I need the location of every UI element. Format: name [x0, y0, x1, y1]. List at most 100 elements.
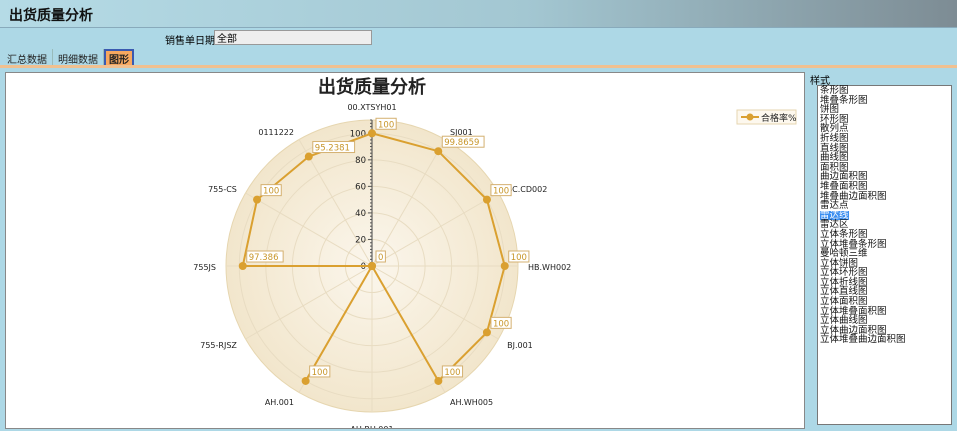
data-label: 100 — [260, 184, 282, 197]
style-option[interactable]: 雷达线 — [820, 209, 849, 221]
data-label: 100 — [375, 117, 397, 130]
style-option[interactable]: 面积图 — [820, 161, 849, 173]
style-option[interactable]: 立体饼图 — [820, 257, 859, 269]
data-label-text: 100 — [378, 120, 394, 130]
filter-row: 销售单日期 — [0, 30, 957, 48]
data-label-text: 100 — [444, 368, 460, 378]
radar-spoke — [245, 192, 373, 267]
style-option[interactable]: 堆叠曲边面积图 — [820, 190, 887, 202]
style-option[interactable]: 堆叠条形图 — [820, 94, 868, 106]
style-option[interactable]: 立体折线图 — [820, 276, 868, 288]
data-point — [304, 152, 313, 161]
style-option[interactable]: 立体堆叠曲边面积图 — [820, 334, 906, 346]
data-label: 95.2381 — [312, 141, 356, 154]
tab-detail[interactable]: 明细数据 — [53, 49, 104, 66]
legend-marker — [746, 113, 754, 121]
category-label: 755-RJSZ — [200, 341, 237, 350]
data-point — [238, 262, 247, 270]
category-label: BJ.001 — [507, 341, 533, 350]
data-point — [301, 376, 310, 385]
style-option[interactable]: 环形图 — [820, 113, 849, 125]
axis-tick-label: 100 — [350, 129, 366, 139]
category-label: 00.XTSYH01 — [347, 103, 396, 112]
data-label: 100 — [490, 316, 512, 329]
style-option[interactable]: 折线图 — [820, 132, 849, 144]
data-label: 99.8659 — [441, 135, 485, 148]
data-label-text: 100 — [511, 253, 527, 263]
date-filter-input[interactable] — [214, 30, 372, 45]
style-list[interactable]: 条形图 堆叠条形图 饼图 环形图 散列点 折线图 直线图 曲线图 面积图 曲边面积图 堆叠面积图 堆叠… — [817, 85, 952, 425]
data-label-box — [490, 316, 512, 329]
data-label-box — [312, 141, 356, 154]
data-label: 97.386 — [246, 250, 284, 263]
style-option[interactable]: 立体环形图 — [820, 267, 868, 279]
data-label-box — [508, 250, 530, 263]
data-label-box — [309, 365, 331, 378]
style-option[interactable]: 堆叠面积图 — [820, 180, 868, 192]
data-label-box — [246, 250, 284, 263]
category-label: SJ001 — [450, 128, 473, 137]
radar-spoke — [245, 265, 373, 340]
style-option[interactable]: 雷达区 — [820, 219, 849, 231]
data-point — [434, 376, 443, 385]
style-option[interactable]: 立体面积图 — [820, 296, 868, 308]
data-label: 0 — [375, 250, 386, 263]
data-label-text: 99.8659 — [444, 138, 479, 148]
style-option[interactable]: 立体条形图 — [820, 228, 868, 240]
data-label: 100 — [490, 184, 512, 197]
title-bar: 出货质量分析 — [0, 0, 957, 28]
data-label-box — [441, 135, 485, 148]
legend-box — [736, 109, 797, 125]
data-label-text: 100 — [493, 319, 509, 329]
chart-title: 出货质量分析 — [318, 76, 426, 98]
tab-summary[interactable]: 汇总数据 — [2, 49, 53, 66]
style-option[interactable]: 曲线图 — [820, 152, 849, 164]
style-option[interactable]: 立体曲边面积图 — [820, 324, 887, 336]
data-label: 100 — [441, 365, 464, 378]
category-label: HB.WH002 — [528, 263, 571, 272]
style-option[interactable]: 立体直线图 — [820, 286, 868, 298]
data-label-box — [375, 250, 386, 263]
data-point — [434, 147, 443, 156]
category-label: SC.CD002 — [507, 185, 547, 194]
style-option[interactable]: 立体曲线图 — [820, 315, 868, 327]
radar-spoke — [371, 192, 499, 267]
data-label-text: 100 — [312, 368, 328, 378]
category-label: 0111222 — [258, 128, 294, 137]
data-label-text: 100 — [493, 187, 509, 197]
style-option[interactable]: 饼图 — [820, 104, 840, 116]
data-label-text: 95.2381 — [315, 144, 350, 154]
axis-tick-label: 60 — [355, 182, 366, 192]
style-option[interactable]: 直线图 — [820, 142, 849, 154]
category-label: 755JS — [193, 263, 216, 272]
legend-label: 合格率% — [761, 112, 797, 124]
data-point — [368, 129, 376, 138]
radar-spoke — [371, 139, 446, 267]
style-option[interactable]: 曼哈顿三维 — [820, 248, 868, 260]
data-label: 100 — [309, 365, 331, 378]
content-panel: 出货质量分析 00.XTSYH01 SJ001 SC.CD002 HB.WH002 BJ.… — [0, 65, 957, 431]
radar-spoke — [298, 139, 373, 267]
tab-bar: 汇总数据 明细数据 图形 — [2, 49, 134, 66]
style-option[interactable]: 条形图 — [820, 85, 849, 96]
style-label: 样式 — [810, 76, 830, 87]
category-label: AH.001 — [265, 398, 294, 407]
data-label-box — [375, 117, 397, 130]
data-label-box — [441, 365, 464, 378]
style-option[interactable]: 散列点 — [820, 123, 849, 135]
axis-tick-label: 20 — [355, 235, 366, 245]
tab-chart[interactable]: 图形 — [104, 49, 134, 66]
app-title: 出货质量分析 — [9, 8, 93, 24]
data-point — [368, 262, 376, 270]
style-option[interactable]: 雷达点 — [820, 200, 849, 212]
style-option[interactable]: 立体堆叠条形图 — [820, 238, 887, 250]
style-option[interactable]: 立体堆叠面积图 — [820, 305, 887, 317]
category-label: AH.WH005 — [450, 398, 493, 407]
chart-area: 出货质量分析 00.XTSYH01 SJ001 SC.CD002 HB.WH002 BJ.… — [5, 72, 805, 431]
date-filter-label: 销售单日期 — [165, 36, 215, 47]
style-option[interactable]: 曲边面积图 — [820, 171, 868, 183]
radar-spoke — [371, 265, 499, 340]
category-label: AH.RH.001 — [350, 425, 393, 428]
category-label: 755-CS — [208, 185, 237, 194]
data-point — [482, 195, 491, 204]
